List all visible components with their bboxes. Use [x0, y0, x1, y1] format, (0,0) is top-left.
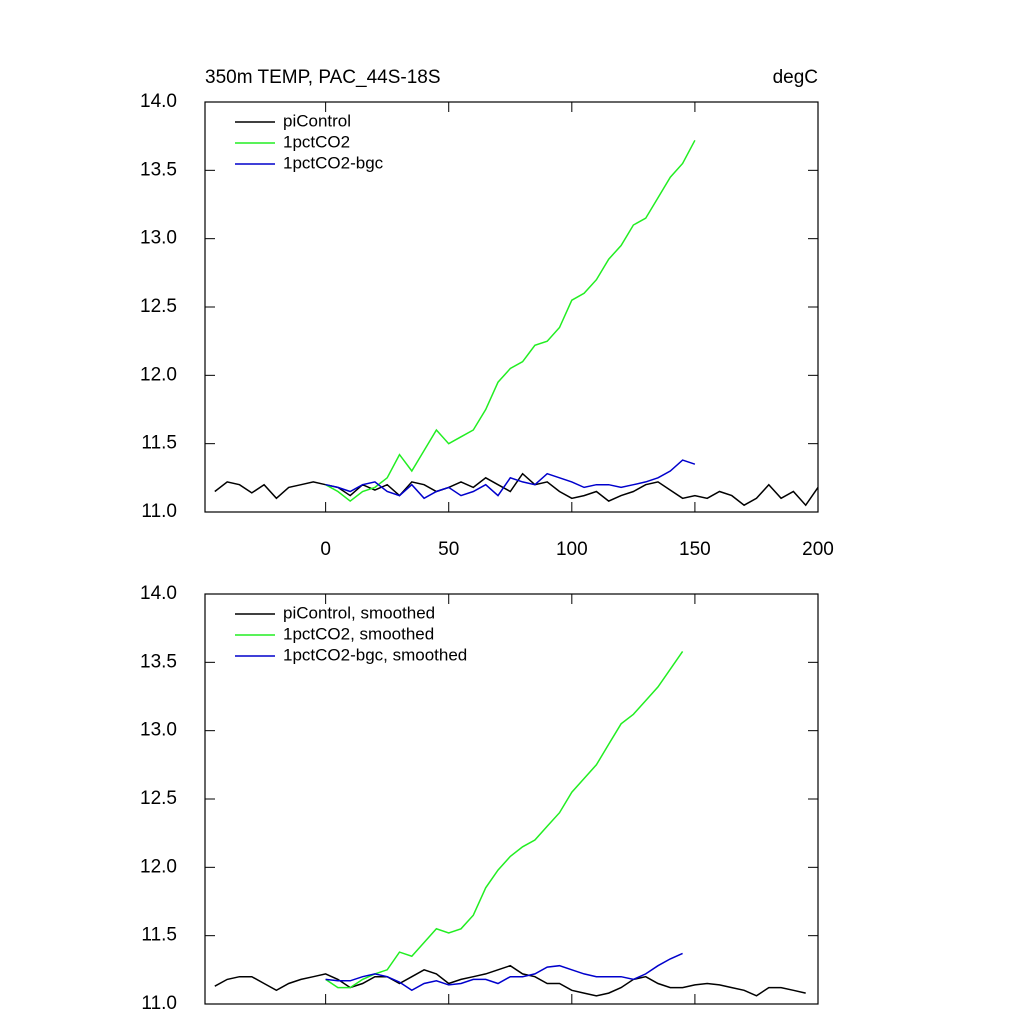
units-label: degC	[773, 67, 818, 88]
y-tick-label: 12.0	[140, 856, 177, 877]
series-line	[325, 650, 684, 989]
x-tick-label: 150	[679, 539, 711, 560]
y-tick-label: 12.5	[140, 788, 177, 809]
chart-title: 350m TEMP, PAC_44S-18S	[205, 67, 441, 88]
y-tick-label: 13.0	[140, 228, 177, 249]
legend-label: 1pctCO2	[283, 132, 350, 151]
legend-label: 1pctCO2-bgc, smoothed	[283, 645, 467, 664]
y-tick-label: 12.5	[140, 296, 177, 317]
series-line	[325, 459, 696, 500]
y-tick-label: 11.0	[141, 993, 177, 1014]
y-tick-label: 13.5	[140, 651, 177, 672]
legend-label: 1pctCO2-bgc	[283, 153, 384, 172]
y-tick-label: 14.0	[140, 583, 177, 604]
series-line	[325, 139, 696, 503]
y-tick-label: 11.0	[141, 501, 177, 522]
legend-label: 1pctCO2, smoothed	[283, 624, 434, 643]
x-tick-label: 0	[320, 539, 331, 560]
y-tick-label: 13.5	[140, 159, 177, 180]
x-tick-label: 200	[802, 539, 834, 560]
legend-label: piControl, smoothed	[283, 603, 435, 622]
y-tick-label: 12.0	[140, 364, 177, 385]
x-tick-label: 50	[438, 539, 459, 560]
series-line	[325, 952, 683, 992]
y-tick-label: 13.0	[140, 720, 177, 741]
y-tick-label: 14.0	[140, 91, 177, 112]
series-line	[214, 472, 819, 507]
y-tick-label: 11.5	[141, 925, 177, 946]
series-line	[214, 964, 806, 997]
y-tick-label: 11.5	[141, 433, 177, 454]
x-tick-label: 100	[556, 539, 588, 560]
legend-label: piControl	[283, 111, 351, 130]
